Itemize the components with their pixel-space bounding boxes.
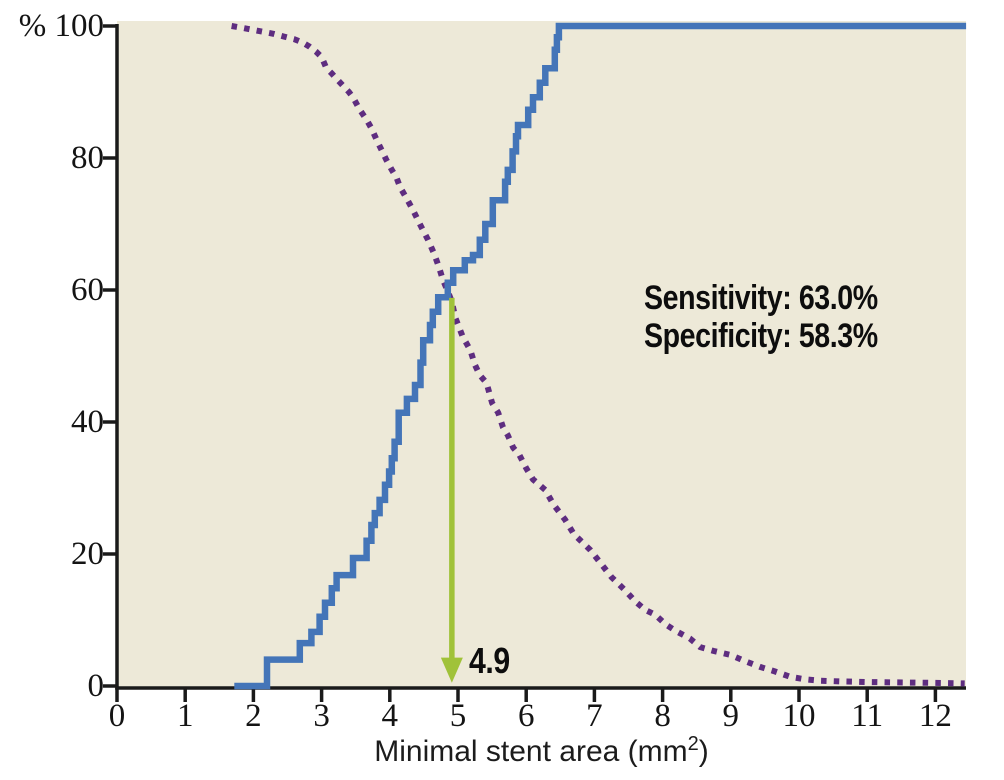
- y-tick-label-40: 40: [71, 404, 104, 440]
- x-axis-title: Minimal stent area (mm2): [117, 733, 966, 769]
- specificity-value: Specificity: 58.3%: [644, 317, 878, 355]
- sensitivity-curve: [234, 22, 967, 690]
- x-tick-label-5: 5: [449, 698, 467, 734]
- x-axis-title-suffix: ): [698, 735, 709, 768]
- x-tick-label-3: 3: [313, 698, 330, 734]
- annotation-block: Sensitivity: 63.0% Specificity: 58.3%: [644, 279, 878, 355]
- sensitivity-value: Sensitivity: 63.0%: [644, 279, 878, 317]
- x-tick-label-10: 10: [782, 698, 816, 734]
- y-tick-label-100: % 100: [18, 8, 104, 44]
- x-axis-title-text: Minimal stent area (mm: [374, 735, 688, 768]
- x-tick-label-2: 2: [245, 698, 262, 734]
- x-tick-label-7: 7: [586, 698, 603, 734]
- x-tick-label-9: 9: [722, 698, 740, 734]
- specificity-curve: [231, 23, 965, 687]
- cutoff-arrow-head: [440, 657, 463, 683]
- x-tick-label-6: 6: [517, 698, 535, 734]
- cutoff-value-label: 4.9: [469, 640, 510, 681]
- x-tick-label-8: 8: [654, 698, 671, 734]
- y-tick-label-60: 60: [71, 272, 104, 308]
- x-tick-label-12: 12: [918, 698, 952, 734]
- x-tick-label-4: 4: [381, 698, 399, 734]
- x-tick-label-0: 0: [108, 698, 126, 734]
- y-tick-label-20: 20: [71, 536, 104, 572]
- x-tick-label-1: 1: [176, 698, 194, 734]
- plot-background: [117, 21, 966, 688]
- x-tick-label-11: 11: [851, 698, 884, 734]
- y-tick-label-0: 0: [87, 668, 105, 704]
- x-axis-title-superscript: 2: [687, 733, 699, 755]
- y-tick-label-80: 80: [71, 140, 104, 176]
